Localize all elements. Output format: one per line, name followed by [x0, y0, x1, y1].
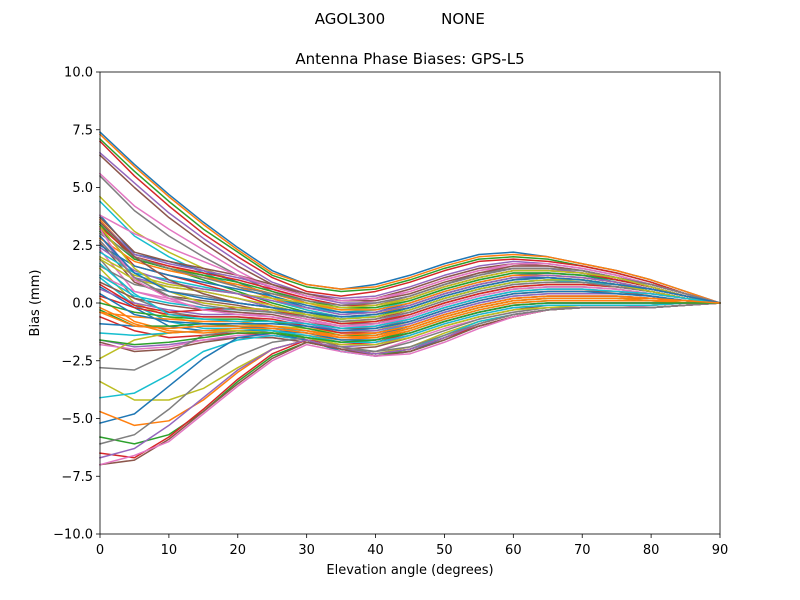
series-line-az330: [98, 228, 721, 327]
series-line-az015: [98, 140, 721, 304]
series-line-az205: [99, 299, 721, 339]
ticks-layer: 0 10 20 30 40 50 60 70 80 90 −10.0 −7.5 −5.0 −2.5 0.0 2…: [53, 66, 728, 559]
series-line-az355: [99, 297, 721, 339]
series-line-az185: [99, 302, 721, 445]
y-tick-label: 5.0: [72, 181, 93, 196]
figure-antenna-label: AGOL300: [315, 10, 385, 28]
series-line-az280: [98, 214, 721, 304]
x-axis-label: Elevation angle (degrees): [326, 563, 493, 578]
series-line-az335: [98, 239, 721, 323]
y-tick-label: 0.0: [72, 297, 93, 312]
x-tick-label: 20: [230, 543, 247, 558]
x-tick-label: 60: [505, 543, 522, 558]
x-tick-label: 70: [574, 543, 591, 558]
y-tick-label: −2.5: [61, 354, 93, 369]
y-tick-label: 10.0: [64, 66, 93, 81]
x-tick-label: 30: [298, 543, 315, 558]
y-tick-label: −7.5: [61, 470, 93, 485]
x-tick-label: 50: [436, 543, 453, 558]
x-tick-label: 0: [96, 543, 104, 558]
figure-radome-label: NONE: [441, 10, 485, 28]
y-tick-label: −5.0: [61, 412, 93, 427]
series-line-az310: [99, 302, 721, 346]
series-line-az320: [98, 246, 721, 316]
y-tick-label: −10.0: [53, 528, 93, 543]
series-line-az300: [98, 290, 721, 332]
series-line-az305: [99, 295, 721, 337]
series-line-az345: [98, 262, 721, 330]
series-line-az350: [98, 234, 721, 318]
y-axis-label: Bias (mm): [28, 270, 43, 337]
series-line-az005: [98, 133, 721, 304]
y-tick-label: 7.5: [72, 123, 93, 138]
x-tick-label: 90: [712, 543, 729, 558]
chart-title: Antenna Phase Biases: GPS-L5: [295, 50, 524, 68]
x-tick-label: 40: [367, 543, 384, 558]
series-layer: [98, 130, 721, 466]
x-tick-label: 80: [643, 543, 660, 558]
x-tick-label: 10: [161, 543, 178, 558]
y-tick-label: 2.5: [72, 239, 93, 254]
